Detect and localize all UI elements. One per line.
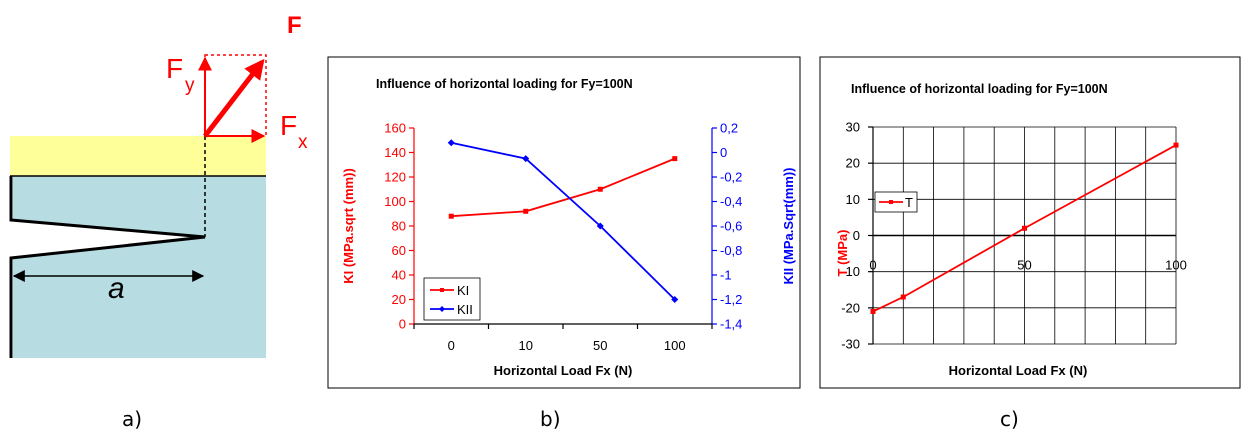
right-y-tick-label: -0,8	[720, 243, 742, 258]
x-tick-label: 0	[869, 258, 876, 273]
legend-kii-label: KII	[457, 302, 473, 317]
left-y-tick-label: 120	[384, 170, 406, 185]
data-point-kii	[522, 155, 530, 163]
crack-length-label: a	[108, 272, 125, 305]
chart-b-right-y-label: KII (MPa.Sqrt(mm))	[781, 168, 796, 285]
legend-ki-label: KI	[457, 283, 469, 298]
data-point-t	[1173, 142, 1179, 148]
force-x-label: F	[280, 110, 297, 141]
left-y-tick-label: 80	[392, 219, 406, 234]
left-y-tick-label: 140	[384, 145, 406, 160]
panel-label-a: a)	[122, 407, 142, 431]
chart-b-frame	[327, 56, 801, 389]
panel-label-c: c)	[1000, 407, 1019, 431]
left-y-tick-label: 40	[392, 268, 406, 283]
chart-b-right-ticks: 0,2 0 -0,2 -0,4 -0,6 -0,8 -1 -1,2 -1,4	[712, 121, 742, 332]
substrate-block	[10, 176, 266, 358]
chart-c-x-ticks: 0 50 100	[869, 258, 1186, 273]
chart-b-x-label: Horizontal Load Fx (N)	[494, 363, 633, 378]
data-point-t	[1022, 225, 1027, 231]
force-label: F	[287, 12, 302, 39]
x-tick-label: 0	[448, 338, 455, 353]
force-y-label: F	[166, 53, 183, 84]
data-point-ki	[597, 186, 603, 192]
data-point-kii	[596, 222, 604, 230]
chart-c-title: Influence of horizontal loading for Fy=1…	[851, 82, 1108, 96]
legend-ki-marker	[440, 288, 444, 292]
y-tick-label: -10	[841, 264, 860, 279]
chart-c-legend: T	[874, 191, 918, 213]
right-y-tick-label: -1	[720, 268, 732, 283]
right-y-tick-label: -0,2	[720, 170, 742, 185]
chart-c-frame	[819, 56, 1241, 389]
series-line-ki	[451, 157, 676, 218]
force-x-subscript: x	[298, 132, 308, 153]
y-tick-label: 10	[846, 192, 860, 207]
chart-c-x-label: Horizontal Load Fx (N)	[949, 363, 1088, 378]
data-point-kii	[671, 296, 679, 303]
x-tick-label: 50	[593, 338, 607, 353]
right-y-tick-label: -0,4	[720, 194, 742, 209]
data-point-t	[870, 308, 876, 314]
left-y-tick-label: 20	[392, 292, 406, 307]
right-y-tick-label: 0,2	[720, 121, 738, 136]
legend-kii-marker	[439, 306, 445, 312]
chart-b-x-ticks: 0 10 50 100	[413, 324, 713, 353]
panel-label-b: b)	[540, 407, 561, 431]
left-y-tick-label: 60	[392, 243, 406, 258]
left-y-tick-label: 160	[384, 121, 406, 136]
force-components-box	[204, 54, 267, 137]
chart-c-series	[870, 142, 1179, 314]
data-point-t	[900, 294, 906, 300]
chart-b-series	[447, 139, 679, 303]
left-y-tick-label: 100	[384, 194, 406, 209]
x-tick-label: 50	[1017, 258, 1031, 273]
chart-c-y-ticks: -30 -20 -10 0 10 20 30	[841, 120, 873, 352]
y-tick-label: 0	[853, 228, 860, 243]
x-tick-label: 100	[1165, 258, 1187, 273]
chart-b-legend: KI KII	[423, 277, 481, 321]
y-tick-label: -30	[841, 337, 860, 352]
chart-ki-kii: Influence of horizontal loading for Fy=1…	[327, 56, 801, 389]
chart-c-y-label: T (MPa)	[835, 230, 850, 277]
x-tick-label: 100	[664, 338, 686, 353]
y-tick-label: 20	[846, 156, 860, 171]
y-tick-label: 30	[846, 120, 860, 135]
force-resultant-arrow	[203, 58, 265, 138]
chart-b-left-ticks: 0 20 40 60 80 100 120 140 160	[384, 121, 414, 332]
left-y-tick-label: 0	[399, 317, 406, 332]
chart-b-legend-box	[423, 277, 481, 321]
coating-layer	[10, 136, 266, 176]
chart-b-title: Influence of horizontal loading for Fy=1…	[376, 77, 633, 91]
chart-b-left-y-label: KI (MPa.sqrt (mm))	[341, 168, 356, 284]
specimen-diagram: a F F y F x	[8, 12, 308, 360]
x-tick-label: 10	[519, 338, 533, 353]
series-line-t	[872, 144, 1177, 313]
y-tick-label: -20	[841, 300, 860, 315]
legend-t-marker	[889, 200, 893, 204]
right-y-tick-label: -1,2	[720, 292, 742, 307]
data-point-ki	[448, 213, 454, 219]
chart-t-stress: Influence of horizontal loading for Fy=1…	[819, 56, 1241, 389]
data-point-ki	[672, 156, 678, 162]
right-y-tick-label: -0,6	[720, 219, 742, 234]
force-y-subscript: y	[185, 75, 195, 96]
data-point-ki	[523, 208, 529, 214]
legend-t-label: T	[905, 195, 913, 210]
right-y-tick-label: -1,4	[720, 317, 742, 332]
series-line-kii	[451, 141, 676, 301]
right-y-tick-label: 0	[720, 145, 727, 160]
data-point-kii	[447, 139, 455, 147]
